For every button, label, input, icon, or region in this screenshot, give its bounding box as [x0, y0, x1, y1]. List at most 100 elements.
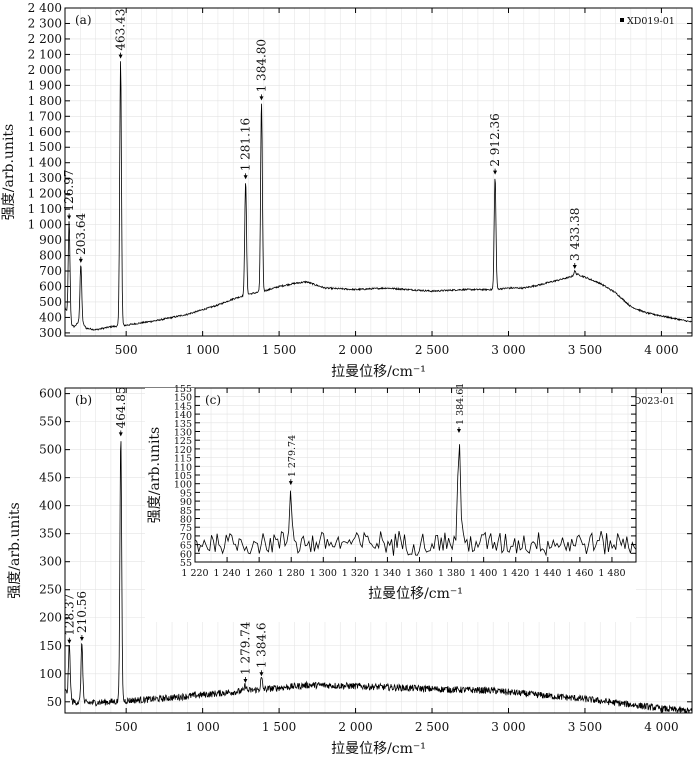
y-tick-label: 85 — [180, 506, 192, 517]
peak-arrow — [243, 678, 248, 683]
peak-label: 1 384.80 — [254, 39, 268, 92]
plot-frame — [64, 7, 693, 337]
panel-label: (b) — [75, 393, 92, 407]
y-tick-label: 1 200 — [28, 187, 62, 201]
y-tick-label: 115 — [174, 454, 192, 465]
peak-label: 1 384.61 — [254, 615, 268, 668]
x-tick-label: 1 260 — [246, 568, 273, 579]
y-tick-label: 1 500 — [28, 140, 62, 154]
x-axis-label: 拉曼位移/cm⁻¹ — [368, 586, 463, 602]
y-tick-label: 300 — [39, 555, 62, 569]
y-tick-label: 50 — [47, 695, 62, 709]
y-tick-label: 900 — [39, 233, 62, 247]
peak-arrow — [259, 672, 264, 677]
peak-label: 203.64 — [74, 212, 88, 254]
peak-arrow — [288, 481, 293, 486]
x-tick-label: 1 400 — [470, 568, 497, 579]
x-tick-label: 1 240 — [213, 568, 240, 579]
y-tick-label: 120 — [174, 445, 192, 456]
y-tick-label: 2 000 — [28, 63, 62, 77]
peak-label: 126.97 — [62, 170, 76, 212]
x-axis-label: 拉曼位移/cm⁻¹ — [331, 741, 426, 757]
peak-arrow — [67, 639, 72, 644]
x-tick-label: 1 440 — [534, 568, 561, 579]
spectrum-line — [64, 61, 692, 331]
x-tick-label: 1 300 — [310, 568, 337, 579]
y-tick-label: 105 — [174, 471, 192, 482]
x-tick-label: 1 360 — [406, 568, 433, 579]
y-tick-label: 1 400 — [28, 156, 62, 170]
peak-arrow — [572, 265, 577, 270]
x-axis-label: 拉曼位移/cm⁻¹ — [331, 364, 426, 380]
peak-arrow — [493, 170, 498, 175]
y-tick-label: 550 — [39, 415, 62, 429]
chart-panel-c: 1 279.74 1 384.61 1 220 1 240 1 260 1 280 1 30… — [147, 383, 637, 602]
y-tick-label: 2 100 — [28, 47, 62, 61]
y-axis-label: 强度/arb.units — [1, 124, 17, 221]
x-tick-label: 1 500 — [262, 343, 296, 357]
x-tick-label: 4 000 — [644, 343, 678, 357]
y-tick-label: 1 900 — [28, 78, 62, 92]
y-tick-label: 145 — [174, 401, 192, 412]
panel-label: (c) — [205, 393, 221, 407]
peak-label: 463.43 — [114, 9, 128, 51]
y-tick-label: 1 700 — [28, 109, 62, 123]
x-tick-label: 1 000 — [185, 343, 219, 357]
y-tick-label: 300 — [39, 326, 62, 340]
y-tick-label: 130 — [174, 428, 192, 439]
y-tick-label: 90 — [180, 497, 192, 508]
x-tick-label: 3 000 — [491, 343, 525, 357]
x-tick-label: 1 280 — [278, 568, 305, 579]
peak-label: 1 279.74 — [287, 435, 298, 477]
y-tick-label: 200 — [39, 611, 62, 625]
y-tick-label: 75 — [180, 523, 192, 534]
peak-arrow — [118, 432, 123, 437]
x-tick-label: 2 000 — [338, 720, 372, 734]
peak-label: 2 912.36 — [488, 113, 502, 166]
y-tick-label: 55 — [180, 558, 192, 569]
spectrum-line — [64, 441, 693, 714]
y-axis-label: 强度/arb.units — [147, 427, 163, 524]
y-tick-label: 1 600 — [28, 125, 62, 139]
x-tick-label: 1 420 — [502, 568, 529, 579]
peak-label: 464.85 — [114, 386, 128, 428]
y-tick-label: 60 — [180, 549, 192, 560]
y-tick-label: 1 300 — [28, 171, 62, 185]
y-tick-label: 500 — [39, 443, 62, 457]
peak-label: 1 279.74 — [238, 621, 252, 675]
x-tick-label: 1 380 — [438, 568, 465, 579]
y-tick-label: 2 400 — [28, 1, 62, 15]
y-tick-label: 1 800 — [28, 94, 62, 108]
y-tick-label: 2 200 — [28, 32, 62, 46]
peak-arrow — [456, 428, 461, 433]
plot-background — [65, 8, 692, 336]
panel-label: (a) — [75, 13, 92, 27]
spectrum-line — [194, 444, 637, 557]
y-tick-label: 135 — [174, 419, 192, 430]
peak-arrow — [79, 636, 84, 641]
x-tick-label: 4 000 — [644, 720, 678, 734]
y-tick-label: 100 — [39, 667, 62, 681]
x-tick-label: 3 500 — [568, 343, 602, 357]
y-tick-label: 1 000 — [28, 218, 62, 232]
x-tick-label: 1 320 — [342, 568, 369, 579]
y-tick-label: 125 — [174, 436, 192, 447]
x-tick-label: 1 340 — [374, 568, 401, 579]
y-tick-label: 400 — [39, 310, 62, 324]
y-tick-label: 150 — [39, 639, 62, 653]
y-tick-label: 450 — [39, 471, 62, 485]
peak-label: 3 433.38 — [568, 208, 582, 261]
x-tick-label: 2 500 — [415, 343, 449, 357]
x-tick-label: 500 — [115, 720, 138, 734]
legend-entry: XD019-01 — [627, 16, 675, 27]
x-tick-label: 3 000 — [491, 720, 525, 734]
y-axis-label: 强度/arb.units — [7, 502, 23, 599]
x-tick-label: 2 500 — [415, 720, 449, 734]
peak-label: 1 281.16 — [239, 118, 253, 171]
peak-label: 1 384.61 — [455, 383, 466, 425]
x-tick-label: 1 480 — [598, 568, 625, 579]
x-tick-label: 2 000 — [338, 343, 372, 357]
peak-arrow — [67, 215, 72, 220]
legend-entry: XD023-01 — [627, 396, 675, 407]
